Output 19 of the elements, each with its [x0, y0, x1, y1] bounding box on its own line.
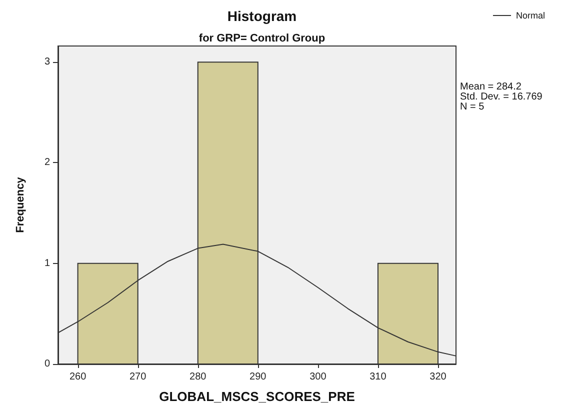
x-tick-label: 300	[310, 372, 327, 382]
chart-subtitle: for GRP= Control Group	[198, 32, 326, 44]
y-axis-title: Frequency	[14, 176, 26, 233]
legend-label: Normal	[516, 10, 546, 20]
y-tick-label: 0	[44, 358, 50, 370]
text: Mean = 284.2	[460, 82, 522, 92]
x-tick-label: 310	[370, 372, 387, 382]
x-tick-label: 260	[69, 372, 87, 382]
x-tick-label: 320	[430, 372, 447, 382]
x-axis-title: GLOBAL_MSCS_SCORES_PRE	[159, 389, 356, 404]
x-tick-label: 270	[129, 372, 147, 382]
text: Std. Dev. = 16.769	[460, 92, 543, 102]
chart-title: Histogram	[227, 8, 297, 24]
y-tick-label: 2	[44, 157, 50, 168]
x-tick-label: 290	[250, 372, 267, 382]
y-tick-label: 3	[44, 56, 50, 68]
x-tick-label: 280	[190, 372, 207, 382]
y-tick-label: 1	[44, 258, 50, 269]
text: N = 5	[460, 102, 485, 112]
